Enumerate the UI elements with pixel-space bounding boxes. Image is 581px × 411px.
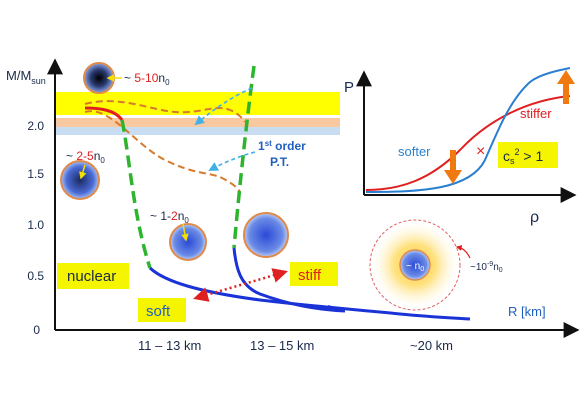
star-light-core — [169, 223, 207, 261]
x-axis-title: R [km] — [508, 304, 546, 319]
halo-pointer — [455, 245, 471, 259]
pt-arrow-lower — [208, 151, 256, 171]
softer-arrow-shaft — [450, 150, 456, 172]
pt-curve-lower — [84, 110, 241, 193]
density-label-5-10: ~ 5-10n0 — [124, 71, 170, 87]
x-range-label-far: ~20 km — [410, 338, 453, 353]
causality-label-box — [498, 142, 558, 168]
causality-label: cs2 > 1 — [503, 147, 543, 166]
star-medium-core — [60, 160, 100, 200]
star-medium-pointer — [79, 164, 87, 180]
y-tick-label: 1.0 — [27, 218, 44, 232]
y-tick-label: 0 — [33, 323, 40, 337]
pt-curve-upper — [84, 100, 246, 123]
stiffer-arrow-head — [557, 70, 575, 84]
nuclear-label-box — [57, 263, 129, 289]
x-range-label-soft: 11 – 13 km — [138, 338, 201, 353]
density-label-1-2: ~ 1-2n0 — [150, 209, 189, 225]
stiffer-arrow-shaft — [563, 82, 569, 104]
mass-band-lightblue — [55, 127, 355, 135]
star-nuclear-core — [399, 249, 431, 281]
star-stiff-core — [243, 212, 289, 258]
softer-arrow-head — [444, 170, 462, 184]
inset-stiffer-curve — [365, 95, 571, 191]
inset-softer-curve — [365, 67, 571, 193]
pt-arrow-upper — [194, 87, 253, 126]
pt-label-line2: P.T. — [270, 155, 289, 169]
soft-eos-blue-curve — [148, 266, 471, 321]
inset-x-axis-title: ρ — [530, 209, 539, 226]
nuclear-label: nuclear — [67, 268, 116, 285]
density-label-n0: ~ n0 — [406, 261, 424, 273]
pt-label-line1: 1st order — [258, 139, 306, 153]
soft-label-box — [138, 298, 186, 322]
y-tick-label: 0.5 — [27, 269, 44, 283]
y-tick-label: 1.5 — [27, 167, 44, 181]
stiff-label: stiff — [298, 267, 322, 284]
inset-y-axis-title: P — [344, 79, 354, 96]
density-label-halo: ~10-9n0 — [470, 261, 503, 274]
x-range-label-stiff: 13 – 15 km — [250, 338, 314, 353]
star-halo-boundary — [369, 219, 461, 311]
y-tick-label: 2.0 — [27, 119, 44, 133]
mass-band-peach — [55, 118, 355, 128]
blue-curve-small-arrow — [327, 305, 345, 312]
inset-stiffer-label: stiffer — [520, 106, 552, 121]
soft-eos-dashed-branch — [120, 119, 152, 269]
stiff-label-box — [290, 262, 338, 286]
inset-softer-label: softer — [398, 144, 431, 159]
soft-label: soft — [146, 303, 171, 320]
inset-cross-mark: × — [476, 143, 485, 160]
density-label-2-5: ~ 2-5n0 — [66, 149, 105, 165]
stiff-eos-dashed-branch — [232, 65, 256, 249]
star-light-pointer — [181, 223, 189, 242]
soft-stiff-double-arrow — [193, 268, 288, 302]
y-axis-title: M/Msun — [6, 68, 46, 86]
inset-pressure-density-plot: P ρ softer stiffer × cs2 > 1 — [340, 64, 578, 226]
red-stiff-top-curve — [84, 106, 124, 121]
mass-band-yellow — [55, 92, 355, 115]
